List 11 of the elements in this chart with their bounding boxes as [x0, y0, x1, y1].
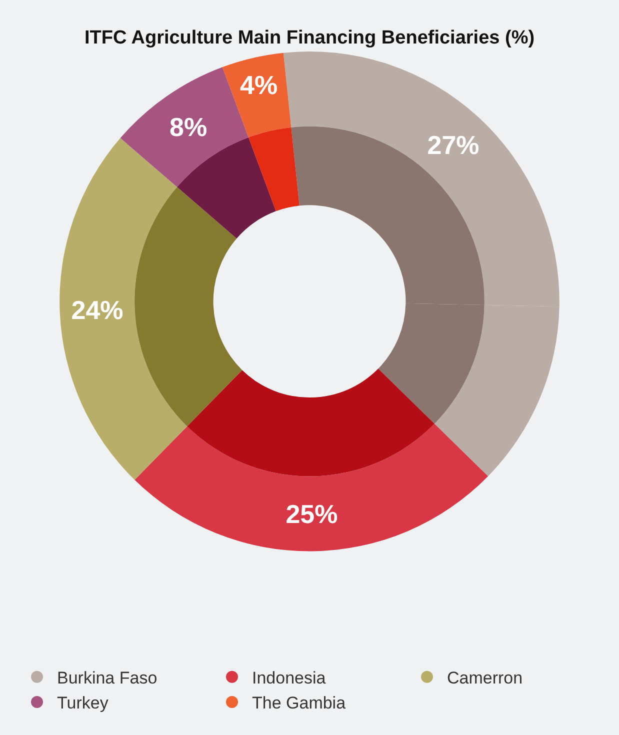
data-label: 24%	[71, 295, 124, 326]
data-label: 8%	[169, 112, 208, 142]
data-label: 27%	[427, 130, 480, 160]
legend-label: Camerron	[447, 668, 523, 688]
legend-label: Turkey	[57, 694, 109, 713]
legend-label: The Gambia	[252, 694, 346, 713]
legend-label: Burkina Faso	[57, 668, 158, 688]
data-label: 25%	[286, 498, 338, 529]
chart-title: ITFC Agriculture Main Financing Beneficiaries (%)	[84, 27, 535, 48]
legend-label: Indonesia	[252, 668, 326, 688]
data-label: 4%	[240, 70, 278, 100]
